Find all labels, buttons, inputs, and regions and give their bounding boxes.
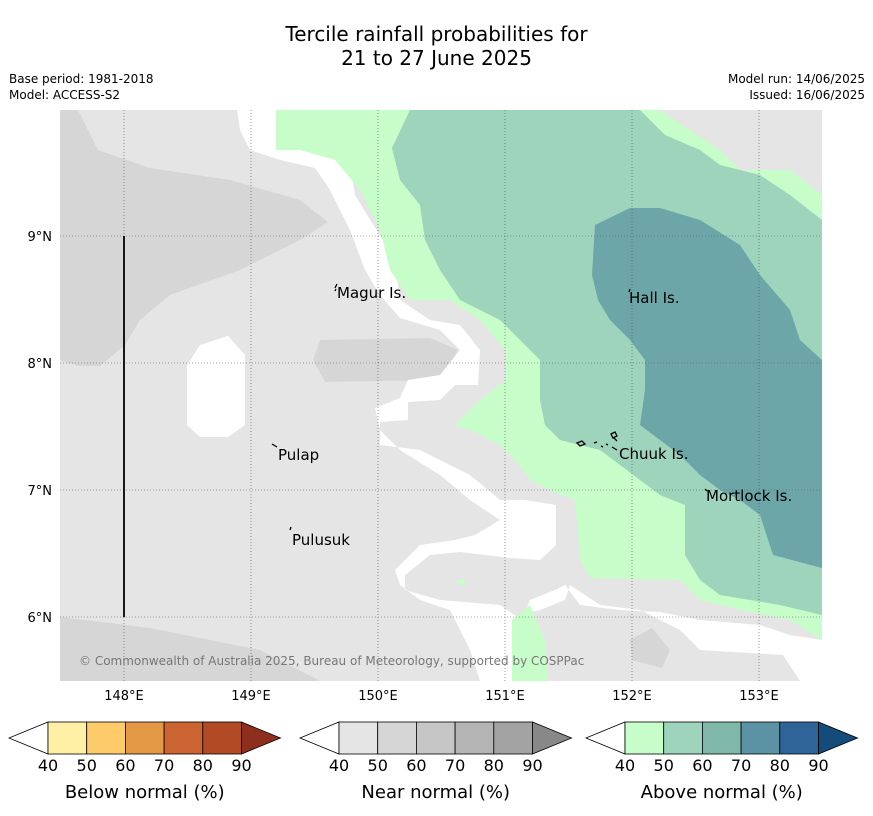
- label-pulap: Pulap: [278, 446, 319, 464]
- copyright-notice: © Commonwealth of Australia 2025, Bureau…: [79, 654, 584, 668]
- colorbar-title: Below normal (%): [65, 782, 225, 803]
- colorbar-swatch: [702, 721, 742, 755]
- colorbar-tick: 50: [654, 756, 674, 775]
- no-dominant-area: [237, 110, 822, 681]
- lon-tick: 151°E: [485, 689, 525, 704]
- colorbar-title: Above normal (%): [641, 782, 803, 803]
- near-normal-40-area: [770, 125, 822, 175]
- meta-left: Base period: 1981-2018 Model: ACCESS-S2: [9, 71, 154, 103]
- model-name: Model: ACCESS-S2: [9, 88, 121, 102]
- lon-tick: 153°E: [739, 689, 779, 704]
- island-mortlock: [704, 488, 708, 492]
- colorbar-tick: 70: [154, 756, 174, 775]
- colorbar-swatch: [86, 721, 126, 755]
- near-normal-50-area: [60, 617, 320, 681]
- lon-tick: 152°E: [612, 689, 652, 704]
- colorbar-swatch: [377, 721, 417, 755]
- lat-tick: 6°N: [28, 611, 53, 626]
- below-normal-colorbar: 40 50 60 70 80 90 Below normal (%): [7, 721, 282, 803]
- colorbar-tick: 60: [692, 756, 712, 775]
- colorbar-over-arrow: [818, 721, 859, 755]
- label-chuuk: Chuuk Is.: [619, 445, 688, 463]
- colorbar-title: Near normal (%): [361, 782, 510, 803]
- near-normal-50-area: [313, 338, 458, 382]
- label-hall: Hall Is.: [629, 289, 680, 307]
- no-dominant-area: [187, 336, 245, 437]
- label-magur: Magur Is.: [337, 284, 406, 302]
- lat-tick: 9°N: [28, 230, 53, 245]
- colorbar-tick: 70: [731, 756, 751, 775]
- lon-tick: 149°E: [231, 689, 271, 704]
- island-outlines: [271, 283, 708, 531]
- lat-tick: 7°N: [28, 484, 53, 499]
- colorbar-swatch: [338, 721, 379, 755]
- colorbar-over-arrow: [532, 721, 573, 755]
- colorbar-tick: 60: [115, 756, 135, 775]
- colorbar-tick: 50: [77, 756, 97, 775]
- island-magur: [334, 283, 338, 292]
- base-period: Base period: 1981-2018: [9, 72, 154, 86]
- above-normal-40-area: [455, 580, 468, 586]
- near-normal-colorbar: 40 50 60 70 80 90 Near normal (%): [298, 721, 573, 803]
- colorbar-swatch: [415, 721, 456, 755]
- colorbar-under-arrow: [298, 721, 340, 755]
- colorbar-under-arrow: [584, 721, 626, 755]
- colorbar-swatch: [202, 721, 242, 755]
- above-normal-60-area: [592, 208, 822, 568]
- colorbar-swatch: [493, 721, 533, 755]
- map-title: Tercile rainfall probabilities for 21 to…: [0, 22, 873, 70]
- lat-tick-labels: 9°N 8°N 7°N 6°N: [28, 230, 53, 626]
- near-normal-50-area: [60, 110, 328, 366]
- colorbar-swatch: [779, 721, 819, 755]
- island-pulap: [271, 443, 278, 448]
- lat-tick: 8°N: [28, 357, 53, 372]
- lon-tick: 150°E: [358, 689, 398, 704]
- colorbar-tick: 40: [615, 756, 635, 775]
- near-normal-50-area: [630, 628, 670, 668]
- colorbar-tick: 90: [808, 756, 828, 775]
- lon-tick-labels: 148°E 149°E 150°E 151°E 152°E 153°E: [104, 689, 779, 704]
- colorbar-swatch: [740, 721, 781, 755]
- above-normal-colorbar: 40 50 60 70 80 90 Above normal (%): [584, 721, 859, 803]
- colorbar-swatch: [663, 721, 703, 755]
- island-hall: [628, 288, 631, 293]
- colorbar-tick: 60: [406, 756, 426, 775]
- colorbar-legends: 40 50 60 70 80 90 Below normal (%) 40 50 60 70 80 90…: [7, 721, 859, 803]
- colorbar-tick: 80: [770, 756, 790, 775]
- colorbar-tick: 80: [193, 756, 213, 775]
- colorbar-swatch: [47, 721, 88, 755]
- colorbar-tick: 90: [231, 756, 251, 775]
- island-chuuk: [575, 431, 618, 451]
- colorbar-tick: 50: [368, 756, 388, 775]
- colorbar-tick: 40: [329, 756, 349, 775]
- model-run-date: Model run: 14/06/2025: [727, 72, 865, 86]
- issued-date: Issued: 16/06/2025: [749, 88, 865, 102]
- colorbar-under-arrow: [7, 721, 49, 755]
- lon-tick: 148°E: [104, 689, 144, 704]
- label-mortlock: Mortlock Is.: [706, 487, 792, 505]
- colorbar-swatch: [624, 721, 665, 755]
- title-line-1: Tercile rainfall probabilities for: [285, 22, 588, 46]
- island-pulusuk: [289, 526, 292, 531]
- label-pulusuk: Pulusuk: [292, 531, 350, 549]
- colorbar-over-arrow: [241, 721, 282, 755]
- colorbar-swatch: [454, 721, 495, 755]
- meta-right: Model run: 14/06/2025 Issued: 16/06/2025: [728, 71, 865, 103]
- colorbar-tick: 40: [38, 756, 58, 775]
- above-normal-40-area: [512, 605, 548, 681]
- colorbar-tick: 80: [484, 756, 504, 775]
- place-labels: Magur Is. Hall Is. Pulap Chuuk Is. Mortl…: [278, 284, 792, 549]
- probability-fill-layer: [60, 110, 822, 681]
- colorbar-swatch: [125, 721, 165, 755]
- near-normal-50-area: [92, 220, 132, 226]
- colorbar-tick: 90: [522, 756, 542, 775]
- colorbar-tick: 70: [445, 756, 465, 775]
- title-line-2: 21 to 27 June 2025: [341, 46, 532, 70]
- colorbar-swatch: [163, 721, 204, 755]
